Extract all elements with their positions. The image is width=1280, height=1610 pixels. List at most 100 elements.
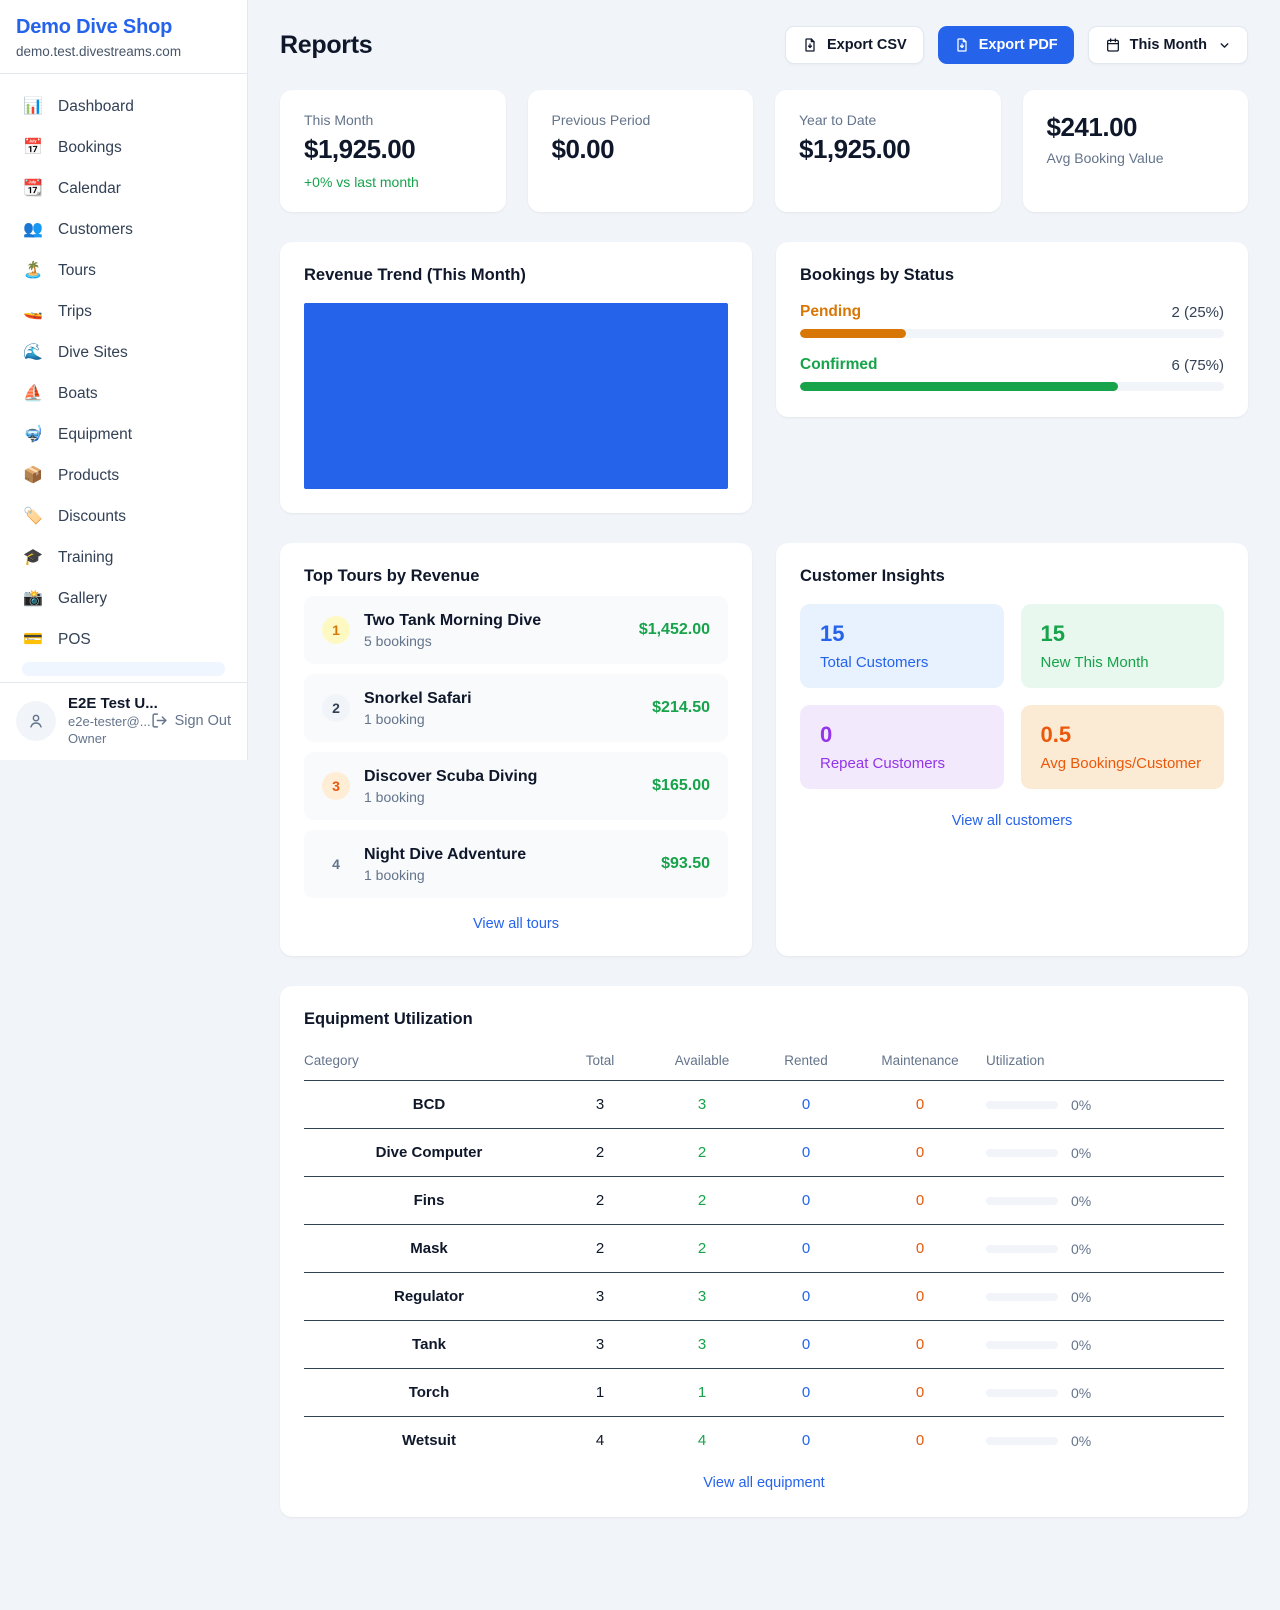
cell-rented: 0	[801, 1432, 811, 1449]
stats-row: This Month $1,925.00 +0% vs last month P…	[280, 90, 1248, 212]
sidebar-item-discounts[interactable]: 🏷️ Discounts	[12, 498, 235, 536]
stat-value: $1,925.00	[799, 134, 911, 164]
chevron-down-icon	[1220, 42, 1229, 48]
utilization-bar	[986, 1196, 1058, 1205]
stat-label: This Month	[304, 112, 374, 128]
utilization-bar	[986, 1148, 1058, 1157]
cell-utilization: 0%	[986, 1176, 1224, 1225]
top-tours-card: Top Tours by Revenue 1 Two Tank Morning …	[280, 543, 752, 956]
status-count: 6 (75%)	[1171, 356, 1224, 374]
status-label: Pending	[800, 303, 862, 320]
sidebar-item-dive-sites[interactable]: 🌊 Dive Sites	[12, 334, 235, 372]
cell-maintenance: 0	[854, 1320, 986, 1369]
export-csv-button[interactable]: Export CSV	[784, 26, 924, 64]
tile-label: Total Customers	[820, 654, 929, 671]
tour-name: Discover Scuba Diving	[364, 767, 538, 785]
cell-category: BCD	[304, 1080, 554, 1129]
insights-row: Top Tours by Revenue 1 Two Tank Morning …	[280, 543, 1248, 956]
tile-label: New This Month	[1040, 654, 1149, 671]
credit-card-icon: 💳	[23, 631, 43, 648]
tile-value: 15	[820, 621, 845, 646]
cell-maintenance: 0	[854, 1272, 986, 1321]
sidebar-item-gallery[interactable]: 📸 Gallery	[12, 580, 235, 618]
user-info: E2E Test U... e2e-tester@... Owner	[68, 695, 158, 746]
stat-delta: +0% vs last month	[304, 174, 419, 190]
cell-category: Mask	[304, 1224, 554, 1273]
cell-available: 2	[646, 1176, 758, 1225]
revenue-trend-title: Revenue Trend (This Month)	[304, 266, 526, 284]
column-header-total: Total	[554, 1045, 646, 1081]
shop-domain: demo.test.divestreams.com	[16, 44, 182, 59]
cell-category: Tank	[304, 1320, 554, 1369]
progress-track	[800, 382, 1224, 391]
sidebar-item-pos[interactable]: 💳 POS	[12, 621, 235, 659]
sidebar-item-tours[interactable]: 🏝️ Tours	[12, 252, 235, 290]
file-download-icon	[957, 38, 967, 52]
sailboat-icon: ⛵	[23, 385, 43, 402]
sidebar: Demo Dive Shop demo.test.divestreams.com…	[0, 0, 248, 760]
sign-out-button[interactable]: Sign Out	[151, 712, 231, 729]
period-dropdown[interactable]: This Month	[1087, 26, 1248, 64]
cell-rented: 0	[758, 1368, 854, 1417]
cell-utilization: 0%	[986, 1417, 1224, 1460]
graduation-cap-icon: 🎓	[23, 549, 43, 566]
tour-row: 1 Two Tank Morning Dive 5 bookings $1,45…	[304, 596, 728, 664]
bookings-by-status-card: Bookings by Status Pending 2 (25%) Confi…	[776, 242, 1248, 417]
status-label: Confirmed	[800, 356, 878, 373]
status-count: 2 (25%)	[1171, 303, 1224, 321]
sidebar-item-calendar[interactable]: 📆 Calendar	[12, 170, 235, 208]
tour-bookings: 1 booking	[364, 866, 425, 883]
cell-utilization: 0%	[986, 1272, 1224, 1321]
utilization-percent: 0%	[1071, 1144, 1092, 1161]
cell-utilization: 0%	[986, 1320, 1224, 1369]
utilization-bar	[986, 1100, 1058, 1109]
table-row: BCD 3 3 0 0 0%	[304, 1080, 1224, 1129]
stat-card-year-to-date: Year to Date $1,925.00	[775, 90, 1001, 212]
sidebar-item-products[interactable]: 📦 Products	[12, 457, 235, 495]
user-email: e2e-tester@...	[68, 714, 151, 729]
cell-rented: 0	[758, 1272, 854, 1321]
sidebar-item-bookings[interactable]: 📅 Bookings	[12, 129, 235, 167]
wave-icon: 🌊	[23, 344, 43, 361]
sidebar-item-trips[interactable]: 🚤 Trips	[12, 293, 235, 331]
stat-card-this-month: This Month $1,925.00 +0% vs last month	[280, 90, 506, 212]
view-all-tours-link[interactable]: View all tours	[473, 916, 559, 932]
top-tours-title: Top Tours by Revenue	[304, 567, 480, 585]
tour-bookings: 5 bookings	[364, 632, 432, 649]
view-all-customers-link[interactable]: View all customers	[951, 813, 1073, 829]
cell-rented: 0	[758, 1080, 854, 1129]
export-pdf-button[interactable]: Export PDF	[937, 26, 1074, 64]
charts-row: Revenue Trend (This Month) Bookings by S…	[280, 242, 1248, 513]
cell-available: 1	[646, 1368, 758, 1417]
sidebar-item-reports-clipped[interactable]	[22, 662, 225, 676]
user-role: Owner	[68, 731, 107, 746]
cell-total: 3	[554, 1080, 646, 1129]
sidebar-item-boats[interactable]: ⛵ Boats	[12, 375, 235, 413]
table-row: Tank 3 3 0 0 0%	[304, 1320, 1224, 1369]
sidebar-item-customers[interactable]: 👥 Customers	[12, 211, 235, 249]
user-name: E2E Test U...	[68, 695, 158, 712]
cell-utilization: 0%	[986, 1224, 1224, 1273]
sidebar-item-label: Products	[58, 467, 120, 484]
view-all-equipment-link[interactable]: View all equipment	[703, 1475, 825, 1491]
tile-value: 0	[820, 722, 833, 747]
logout-icon	[151, 713, 167, 728]
export-pdf-label: Export PDF	[978, 37, 1058, 53]
sidebar-item-dashboard[interactable]: 📊 Dashboard	[12, 88, 235, 126]
header-actions: Export CSV Export PDF	[784, 26, 1248, 64]
tour-row: 3 Discover Scuba Diving 1 booking $165.0…	[304, 752, 728, 820]
avatar	[16, 700, 56, 741]
user-panel: E2E Test U... e2e-tester@... Owner Sign …	[0, 682, 247, 760]
utilization-bar	[986, 1388, 1058, 1397]
sidebar-item-training[interactable]: 🎓 Training	[12, 539, 235, 577]
dive-mask-icon: 🤿	[23, 426, 43, 443]
sidebar-item-equipment[interactable]: 🤿 Equipment	[12, 416, 235, 454]
tour-row: 4 Night Dive Adventure 1 booking $93.50	[304, 830, 728, 898]
cell-rented: 0	[758, 1320, 854, 1369]
cell-category: Regulator	[304, 1272, 554, 1321]
tile-value: 15	[1040, 621, 1065, 646]
sidebar-item-label: Equipment	[58, 426, 133, 443]
rank-badge: 3	[322, 772, 350, 800]
insight-tiles: 15 Total Customers 15 New This Month 0 R…	[800, 604, 1224, 789]
